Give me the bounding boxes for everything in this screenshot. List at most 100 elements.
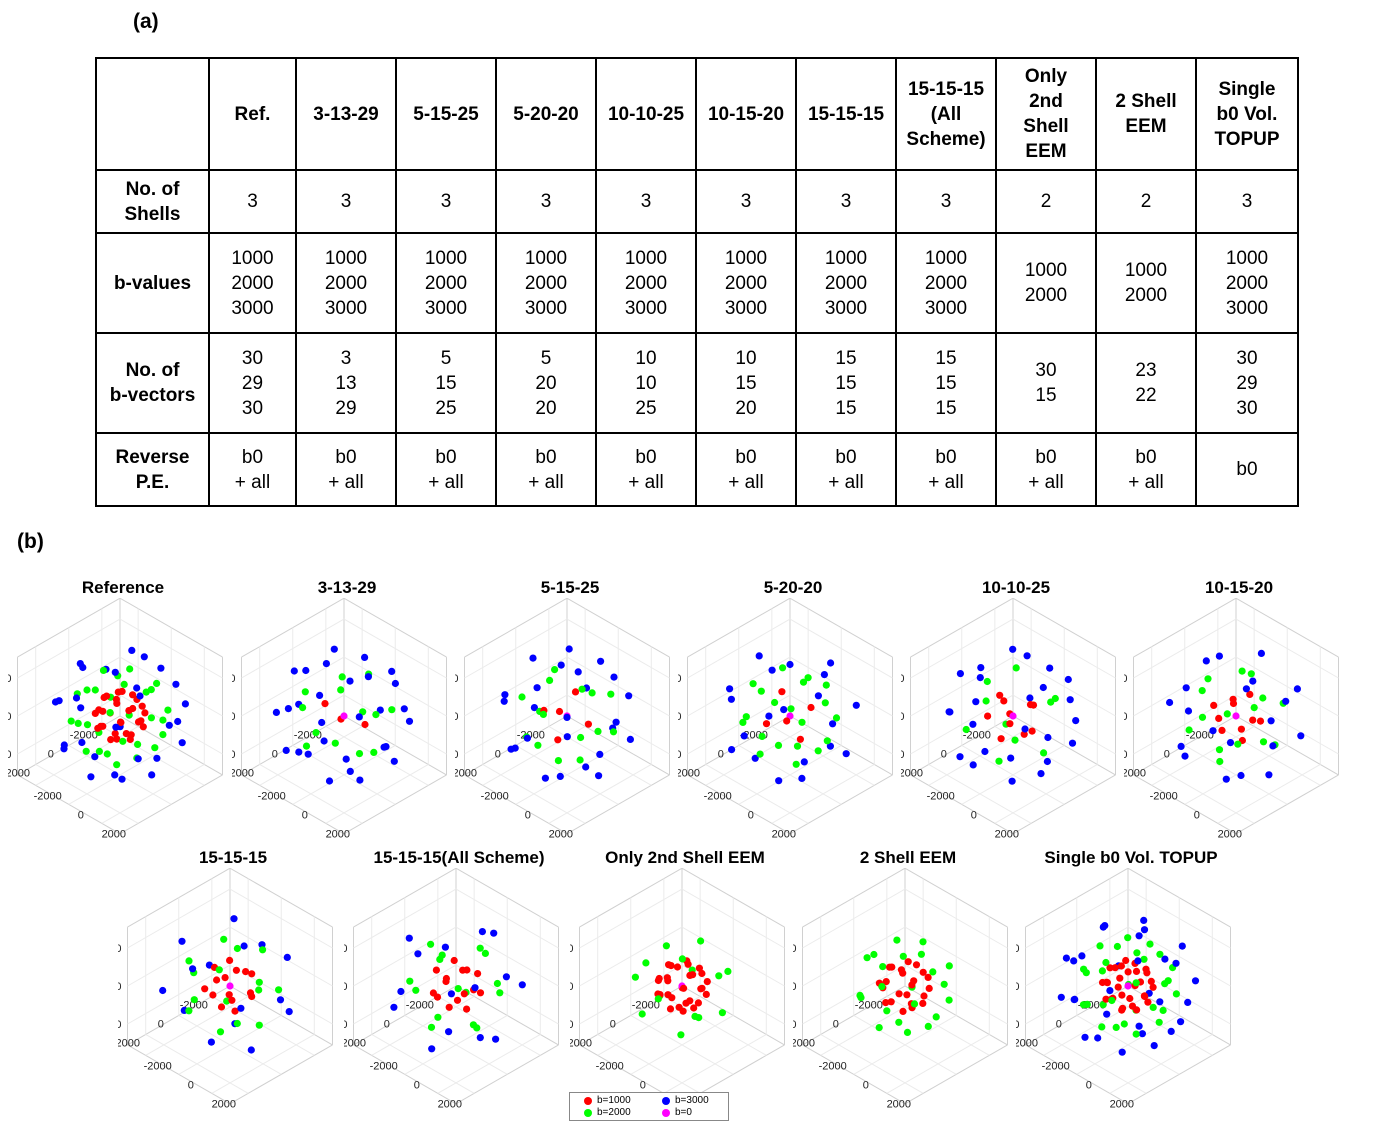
bvector-point-b1000 xyxy=(213,976,221,984)
bvector-point-b2000 xyxy=(688,966,696,974)
bvector-point-b3000 xyxy=(1134,957,1142,965)
bvector-point-b1000 xyxy=(459,966,467,974)
bvector-point-b1000 xyxy=(429,989,437,997)
bvector-point-b3000 xyxy=(625,692,633,700)
bvector-point-b2000 xyxy=(678,955,686,963)
bvector-point-b1000 xyxy=(1229,699,1238,708)
legend-item: b=3000 xyxy=(662,1095,709,1106)
grid-line xyxy=(802,964,906,1025)
grid-line xyxy=(1012,656,1116,717)
y-tick-label: 0 xyxy=(1086,1079,1092,1091)
grid-line xyxy=(579,888,683,949)
bvector-point-b3000 xyxy=(276,996,285,1004)
bvector-point-b3000 xyxy=(136,692,144,700)
cell-line: 3 xyxy=(640,191,652,212)
bvector-point-b3000 xyxy=(118,775,126,783)
bvector-point-b2000 xyxy=(576,756,584,764)
table-cell: b0 + all xyxy=(1095,432,1197,507)
x-tick-label: 2000 xyxy=(232,767,254,779)
bvector-point-b3000 xyxy=(1099,923,1107,931)
bvector-point-b3000 xyxy=(283,953,291,961)
grid-line xyxy=(771,764,875,824)
bvector-point-b3000 xyxy=(1062,954,1070,962)
z-tick-label: 2000 xyxy=(344,943,348,955)
bvector-point-b1000 xyxy=(673,963,682,971)
grid-line xyxy=(35,726,139,786)
cell-line: b0 xyxy=(835,446,857,468)
bvector-point-b2000 xyxy=(74,719,82,727)
axis-box-edge xyxy=(455,868,559,928)
grid-line xyxy=(464,618,568,679)
cell-line: b0 xyxy=(735,446,757,468)
bvector-point-b1000 xyxy=(137,717,145,725)
grid-line xyxy=(802,926,906,987)
bvector-point-b3000 xyxy=(133,684,141,692)
bvector-point-b3000 xyxy=(325,777,334,785)
cell-line: 20 xyxy=(535,397,557,419)
bvector-point-b1000 xyxy=(919,999,927,1007)
bvector-point-b3000 xyxy=(414,950,422,958)
bvector-point-b0 xyxy=(678,982,686,990)
cell-line: 30 xyxy=(241,397,264,419)
bvector-point-b3000 xyxy=(60,745,68,753)
cell-line: EEM xyxy=(1025,141,1067,162)
table-cell: b0 + all xyxy=(595,432,697,507)
grid-line xyxy=(904,888,1008,949)
bvector-point-b2000 xyxy=(594,727,602,735)
bvector-point-b1000 xyxy=(129,691,137,699)
bvector-point-b2000 xyxy=(554,757,562,765)
bvector-point-b2000 xyxy=(945,996,953,1004)
bvector-point-b1000 xyxy=(540,706,548,714)
y-tick-label: 2000 xyxy=(326,828,350,838)
grid-line xyxy=(910,694,1014,755)
grid-line xyxy=(101,764,205,824)
bvector-point-b1000 xyxy=(666,1005,675,1013)
bvector-point-b3000 xyxy=(1172,959,1180,967)
bvector-point-b1000 xyxy=(139,723,147,731)
grid-line xyxy=(455,888,559,949)
grid-line xyxy=(705,726,809,786)
cell-line: 10-15-20 xyxy=(707,103,785,125)
bvector-point-b2000 xyxy=(799,678,808,686)
y-tick-label: 0 xyxy=(971,809,977,821)
bvector-point-b3000 xyxy=(1269,742,1277,750)
grid-line xyxy=(17,618,121,679)
axis-box-edge xyxy=(566,598,670,658)
bvector-point-b3000 xyxy=(1145,989,1153,997)
bvector-point-b3000 xyxy=(1115,962,1123,970)
table-cell: 15 15 15 xyxy=(895,332,997,434)
table-cell: 1000 2000 3000 xyxy=(895,232,997,334)
table-cell: 1000 2000 3000 xyxy=(795,232,897,334)
cell-line: 5-15-25 xyxy=(413,103,479,125)
cell-line: 1000 xyxy=(724,247,768,269)
bvector-point-b3000 xyxy=(112,723,120,731)
bvector-point-b2000 xyxy=(1098,967,1106,975)
axis-box-edge xyxy=(910,715,1014,776)
bvector-point-b3000 xyxy=(471,984,479,992)
x-tick-label: -2000 xyxy=(294,729,322,741)
y-tick-label: 2000 xyxy=(1110,1098,1134,1108)
x-tick-label: 0 xyxy=(1056,1018,1062,1030)
bvector-point-b1000 xyxy=(113,735,121,743)
cell-line: 22 xyxy=(1135,385,1157,406)
cell-line: 3 xyxy=(940,191,952,212)
cell-line: 3 xyxy=(840,191,852,212)
bvector-point-b1000 xyxy=(925,984,933,992)
bvector-point-b2000 xyxy=(159,731,167,739)
bvector-point-b2000 xyxy=(695,1014,703,1022)
bvector-point-b2000 xyxy=(1198,687,1206,695)
bvector-point-b3000 xyxy=(405,934,413,942)
x-tick-label: -2000 xyxy=(406,999,434,1011)
axis-box-edge xyxy=(1133,715,1237,776)
y-tick-label: -2000 xyxy=(144,1060,172,1072)
z-tick-label: 0 xyxy=(8,711,12,723)
cell-line: 2000 xyxy=(424,272,468,294)
bvector-point-b2000 xyxy=(856,991,864,999)
bvector-point-b2000 xyxy=(255,1021,263,1029)
z-tick-label: 0 xyxy=(678,711,682,723)
bvector-point-b3000 xyxy=(502,973,510,981)
table-cell: b0 + all xyxy=(995,432,1097,507)
bvector-point-b2000 xyxy=(67,717,75,725)
